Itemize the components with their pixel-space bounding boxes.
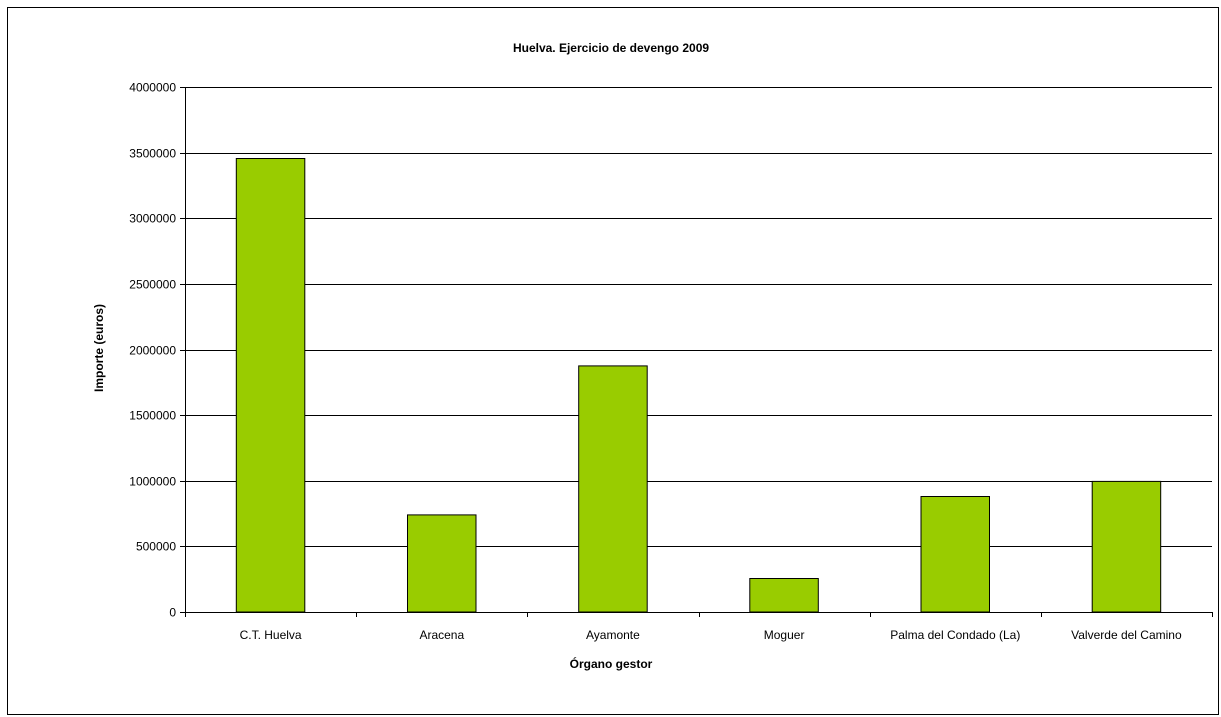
y-tick-label: 1500000 xyxy=(129,409,176,423)
y-tick-label: 0 xyxy=(169,606,176,620)
y-tick-label: 4000000 xyxy=(129,81,176,95)
bar-moguer xyxy=(749,578,819,613)
y-tick-label: 1000000 xyxy=(129,475,176,489)
x-axis-title: Órgano gestor xyxy=(570,656,653,671)
bar-ayamonte xyxy=(578,365,648,613)
y-tick-labels: 0 500000 1000000 1500000 2000000 2500000 30000… xyxy=(129,81,176,620)
y-tick-label: 2500000 xyxy=(129,278,176,292)
x-tick-label: C.T. Huelva xyxy=(240,628,302,642)
gridlines xyxy=(185,87,1212,547)
x-tick-labels: C.T. Huelva Aracena Ayamonte Moguer Palma de… xyxy=(240,628,1182,642)
x-tick-label: Moguer xyxy=(764,628,805,642)
y-axis-title: Importe (euros) xyxy=(92,304,106,392)
y-tick-label: 500000 xyxy=(136,540,176,554)
y-tick-label: 2000000 xyxy=(129,344,176,358)
chart-title: Huelva. Ejercicio de devengo 2009 xyxy=(513,41,709,55)
bar-palma-del-condado-la xyxy=(920,496,990,613)
x-tick-label: Valverde del Camino xyxy=(1071,628,1182,642)
y-tick-label: 3500000 xyxy=(129,147,176,161)
axes xyxy=(180,87,1213,617)
y-tick-label: 3000000 xyxy=(129,212,176,226)
x-tick-label: Palma del Condado (La) xyxy=(890,628,1020,642)
bar-c-t-huelva xyxy=(235,158,306,613)
bar-aracena xyxy=(407,514,477,613)
bar-valverde-del-camino xyxy=(1091,480,1162,613)
bars xyxy=(235,158,1162,613)
x-tick-label: Ayamonte xyxy=(586,628,640,642)
x-tick-label: Aracena xyxy=(419,628,464,642)
